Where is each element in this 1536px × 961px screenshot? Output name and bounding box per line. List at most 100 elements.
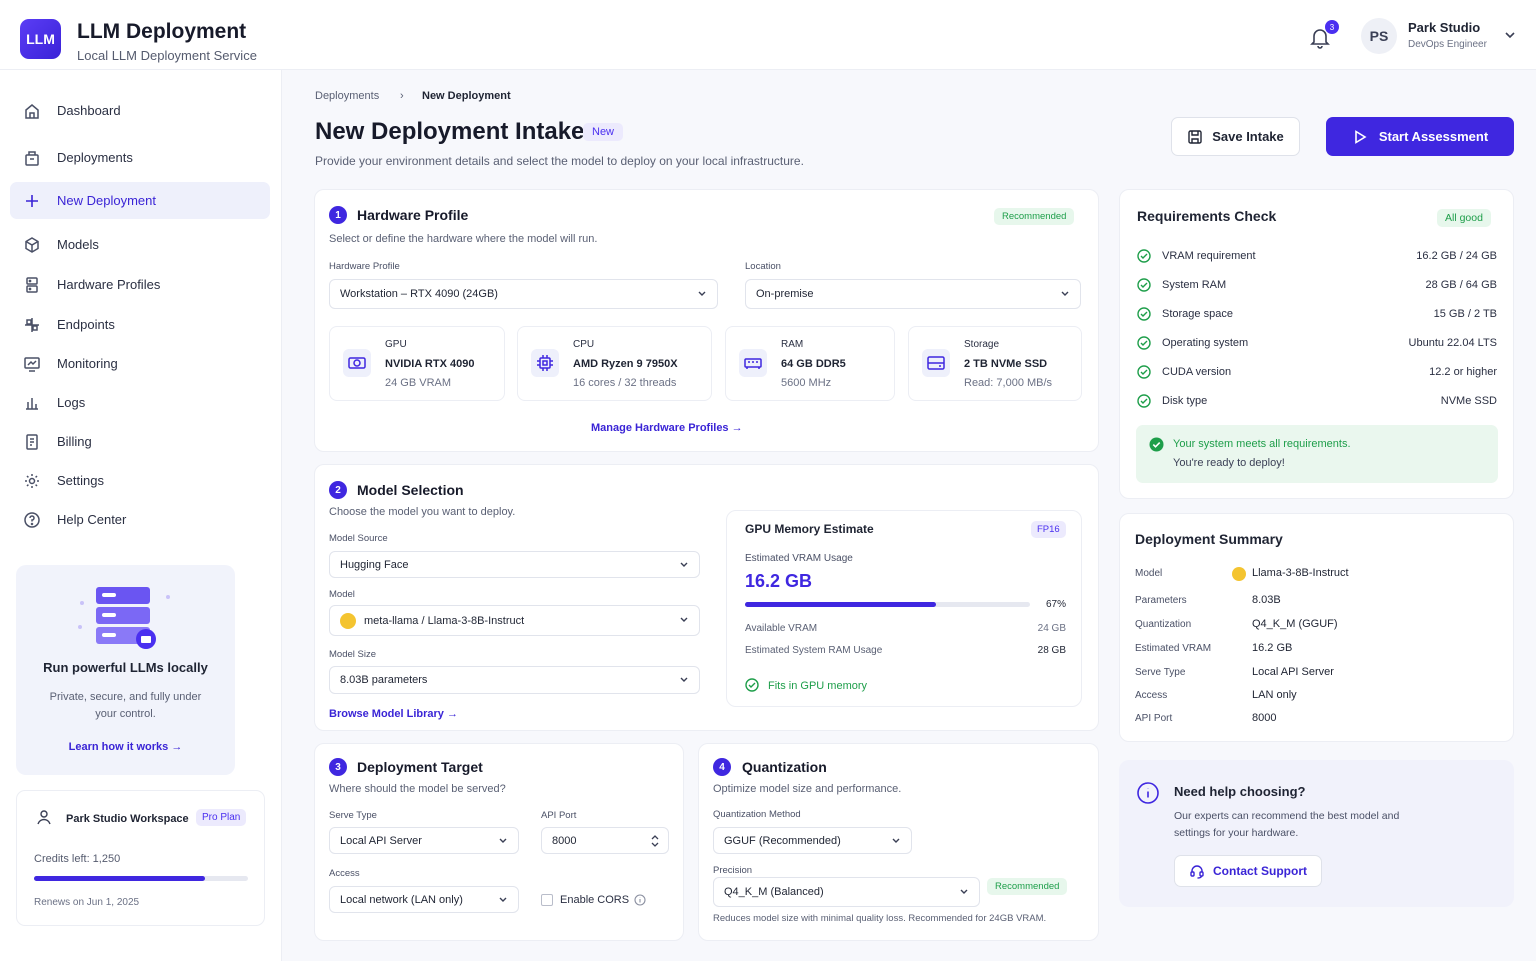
model-source-select[interactable]: Hugging Face (329, 551, 700, 578)
learn-how-link[interactable]: Learn how it works → (16, 741, 235, 753)
tile-sub: 5600 MHz (781, 377, 832, 389)
access-label: Access (329, 868, 360, 879)
tile-label: Storage (964, 339, 1000, 350)
precision-label: Precision (713, 865, 753, 876)
arrow-right-icon: → (446, 708, 458, 720)
enable-cors-checkbox[interactable] (541, 894, 553, 906)
requirement-value: NVMe SSD (1440, 395, 1497, 407)
quantization-method-value: GGUF (Recommended) (724, 834, 841, 847)
hardware-profile-label: Hardware Profile (329, 261, 400, 272)
browse-model-library-link[interactable]: Browse Model Library → (329, 708, 458, 720)
chevron-down-icon (698, 291, 706, 296)
quantization-title: Quantization (742, 759, 827, 775)
save-intake-button[interactable]: Save Intake (1171, 117, 1300, 156)
quantization-method-select[interactable]: GGUF (Recommended) (713, 827, 912, 854)
sidebar-item-monitoring[interactable]: Monitoring (10, 345, 270, 382)
requirement-value: 16.2 GB / 24 GB (1416, 250, 1497, 262)
hardware-tile-storage: Storage 2 TB NVMe SSD Read: 7,000 MB/s (908, 326, 1082, 401)
sidebar-item-logs[interactable]: Logs (10, 384, 270, 421)
recommended-badge: Recommended (987, 878, 1068, 895)
fits-text: Fits in GPU memory (768, 680, 868, 692)
contact-support-button[interactable]: Contact Support (1174, 855, 1322, 887)
sidebar-item-label: Deployments (57, 150, 133, 165)
chevron-down-icon[interactable] (1504, 31, 1516, 39)
llama-emoji-icon (340, 612, 356, 629)
model-size-select[interactable]: 8.03B parameters (329, 666, 700, 694)
chevron-down-icon (680, 562, 688, 567)
serve-type-select[interactable]: Local API Server (329, 827, 519, 854)
bell-icon[interactable] (1309, 25, 1331, 49)
chevron-down-icon (1061, 291, 1069, 296)
manage-hardware-link[interactable]: Manage Hardware Profiles → (591, 422, 743, 434)
precision-select[interactable]: Q4_K_M (Balanced) (713, 877, 980, 907)
stepper-icon[interactable] (651, 834, 659, 848)
quantization-method-label: Quantization Method (713, 809, 801, 820)
sidebar-item-label: Logs (57, 395, 86, 410)
user-name[interactable]: Park Studio (1408, 20, 1481, 35)
help-card: Need help choosing? Our experts can reco… (1119, 760, 1514, 907)
info-icon (1136, 781, 1160, 805)
monitor-icon (24, 356, 40, 372)
sidebar-item-endpoints[interactable]: Endpoints (10, 306, 270, 343)
summary-value: 8.03B (1252, 594, 1281, 606)
requirement-name: System RAM (1162, 279, 1227, 291)
info-icon[interactable] (634, 894, 646, 906)
play-icon (1355, 129, 1367, 144)
breadcrumb-current: New Deployment (422, 90, 511, 102)
model-label: Model (329, 589, 355, 600)
sidebar-item-label: Settings (57, 473, 104, 488)
step-number: 1 (329, 206, 347, 224)
hardware-subtitle: Select or define the hardware where the … (329, 233, 598, 245)
api-port-stepper[interactable]: 8000 (541, 827, 669, 854)
hardware-tile-ram: RAM 64 GB DDR5 5600 MHz (725, 326, 895, 401)
sidebar-item-label: Help Center (57, 512, 127, 527)
summary-value: Local API Server (1252, 666, 1334, 678)
breadcrumb-parent[interactable]: Deployments (315, 90, 380, 102)
promo-card: Run powerful LLMs locally Private, secur… (16, 565, 235, 775)
sidebar-item-label: Billing (57, 434, 92, 449)
sidebar-item-dashboard[interactable]: Dashboard (10, 92, 270, 129)
requirement-name: CUDA version (1162, 366, 1232, 378)
sidebar-item-models[interactable]: Models (10, 226, 270, 263)
page-title: New Deployment Intake (315, 118, 585, 145)
api-port-value: 8000 (552, 834, 577, 847)
model-source-label: Model Source (329, 533, 388, 544)
sidebar-item-settings[interactable]: Settings (10, 462, 270, 499)
renews-text: Renews on Jun 1, 2025 (34, 897, 140, 908)
avatar[interactable]: PS (1361, 18, 1397, 54)
step-number: 2 (329, 481, 347, 499)
check-circle-icon (745, 678, 759, 692)
summary-key: Serve Type (1135, 667, 1186, 678)
model-select[interactable]: meta-llama / Llama-3-8B-Instruct (329, 605, 700, 636)
ram-icon (739, 349, 767, 377)
page-description: Provide your environment details and sel… (315, 154, 804, 168)
requirement-value: 28 GB / 64 GB (1425, 279, 1497, 291)
access-select[interactable]: Local network (LAN only) (329, 886, 519, 913)
hardware-tile-gpu: GPU NVIDIA RTX 4090 24 GB VRAM (329, 326, 505, 401)
sidebar-item-label: Models (57, 237, 99, 252)
promo-text: Private, secure, and fully under your co… (49, 691, 202, 720)
hardware-profile-select[interactable]: Workstation – RTX 4090 (24GB) (329, 279, 718, 309)
location-select[interactable]: On-premise (745, 279, 1081, 309)
billing-icon (26, 433, 38, 450)
cpu-icon (531, 349, 559, 377)
vram-usage-label: Estimated VRAM Usage (745, 553, 853, 564)
sidebar-item-billing[interactable]: Billing (10, 423, 270, 460)
chevron-down-icon (892, 838, 900, 843)
sidebar-item-label: Monitoring (57, 356, 118, 371)
sidebar-item-label: New Deployment (57, 193, 156, 208)
app-title: LLM Deployment (77, 20, 247, 43)
sidebar-item-deployments[interactable]: Deployments (10, 139, 270, 176)
start-assessment-button[interactable]: Start Assessment (1326, 117, 1514, 156)
check-circle-icon (1137, 249, 1151, 263)
hardware-profile-card (314, 189, 1099, 452)
sidebar-item-hardware-profiles[interactable]: Hardware Profiles (10, 266, 270, 303)
sidebar-item-new-deployment[interactable]: New Deployment (10, 182, 270, 219)
requirements-ok-sub: You're ready to deploy! (1173, 457, 1285, 469)
system-ram-value: 28 GB (1037, 645, 1066, 656)
plus-icon (26, 194, 38, 207)
sidebar-item-help-center[interactable]: Help Center (10, 501, 270, 538)
model-value: meta-llama / Llama-3-8B-Instruct (364, 614, 525, 627)
requirement-row: VRAM requirement 16.2 GB / 24 GB (1137, 248, 1497, 266)
home-icon (25, 103, 39, 119)
